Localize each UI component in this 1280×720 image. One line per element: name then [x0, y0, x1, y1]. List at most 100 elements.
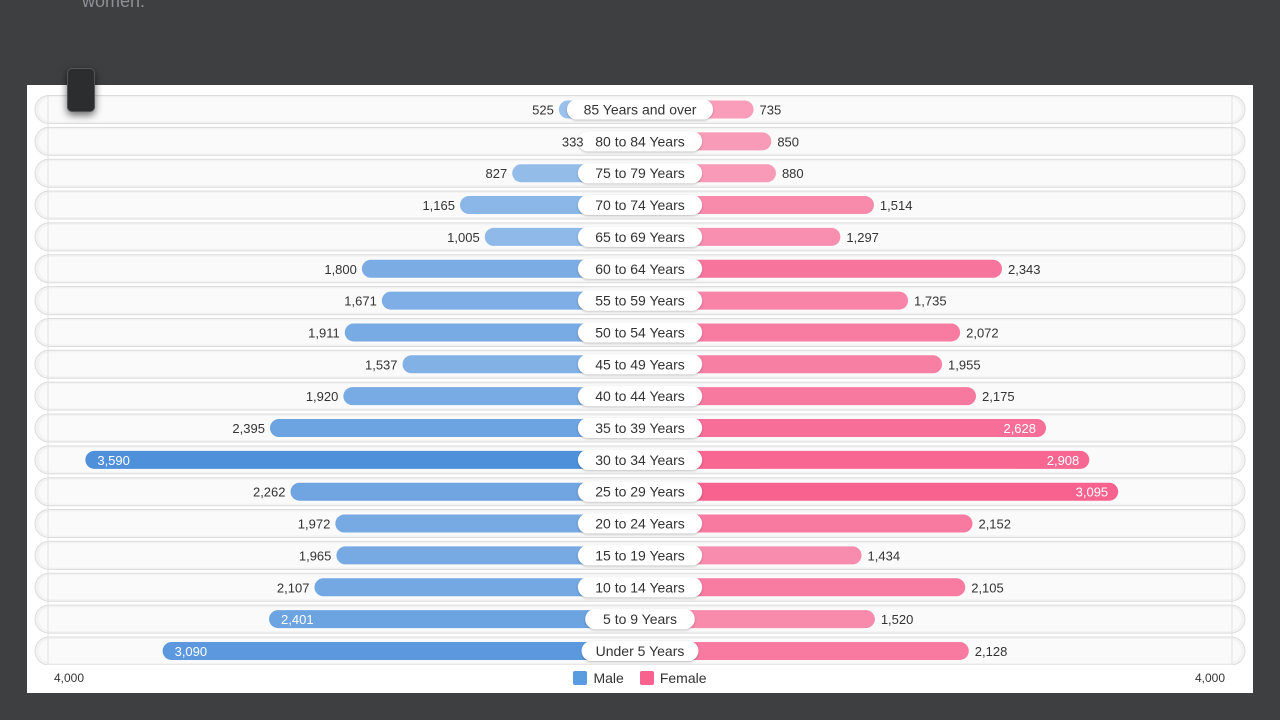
bar-male[interactable] [314, 578, 640, 597]
category-pill [577, 258, 703, 279]
category-pill [577, 131, 703, 152]
pyramid-row: 60 to 64 Years 1,800 2,343 [34, 254, 1246, 284]
category-label: 20 to 24 Years [595, 516, 685, 532]
value-label-male: 3,590 [97, 453, 130, 468]
caption-fragment: women. [82, 0, 146, 11]
value-label-male: 1,972 [298, 517, 331, 532]
category-label: 35 to 39 Years [595, 420, 685, 436]
pyramid-row: 45 to 49 Years 1,537 1,955 [34, 349, 1246, 379]
legend-item-female[interactable]: Female [639, 670, 707, 686]
legend-label-female: Female [659, 670, 707, 686]
category-pill [577, 449, 703, 470]
bar-male[interactable] [343, 387, 640, 406]
category-pill [577, 290, 703, 311]
value-label-female: 2,343 [1008, 262, 1041, 277]
pyramid-row: 85 Years and over 525 735 [34, 95, 1246, 124]
bar-male[interactable] [269, 610, 640, 629]
value-label-male: 525 [532, 103, 554, 118]
pyramid-row: 35 to 39 Years 2,395 2,628 [34, 413, 1246, 443]
drag-handle[interactable] [67, 68, 95, 112]
population-pyramid-card: 85 Years and over 525 735 80 to 84 Years 333… [27, 85, 1253, 693]
value-label-female: 2,152 [978, 517, 1011, 532]
category-pill [577, 513, 703, 534]
bar-female[interactable] [640, 482, 1119, 501]
value-label-male: 1,965 [299, 548, 332, 563]
bar-female[interactable] [640, 610, 875, 629]
value-label-female: 2,908 [1047, 453, 1080, 468]
bar-male[interactable] [162, 641, 640, 660]
category-pill [577, 577, 703, 598]
value-label-male: 827 [486, 166, 508, 181]
pyramid-row: 10 to 14 Years 2,107 2,105 [34, 572, 1246, 602]
category-pill [577, 418, 703, 438]
bar-male[interactable] [381, 291, 640, 310]
pyramid-row: 15 to 19 Years 1,965 1,434 [34, 540, 1246, 570]
bar-male[interactable] [361, 259, 640, 278]
value-label-female: 880 [782, 166, 804, 181]
bar-female[interactable] [640, 514, 973, 533]
bar-female[interactable] [640, 450, 1090, 469]
category-pill [577, 481, 703, 502]
bar-female[interactable] [640, 323, 961, 342]
pyramid-row: 65 to 69 Years 1,005 1,297 [34, 222, 1246, 252]
value-label-male: 3,090 [175, 644, 208, 659]
bar-female[interactable] [640, 355, 943, 374]
value-label-female: 1,735 [914, 294, 947, 309]
bar-female[interactable] [640, 419, 1047, 437]
value-label-male: 1,911 [308, 325, 340, 340]
pyramid-row: 40 to 44 Years 1,920 2,175 [34, 381, 1246, 411]
category-pill [577, 195, 703, 216]
bar-male[interactable] [344, 323, 640, 342]
pyramid-row: Under 5 Years 3,090 2,128 [34, 636, 1246, 665]
pyramid-row: 55 to 59 Years 1,671 1,735 [34, 286, 1246, 316]
value-label-female: 2,175 [982, 389, 1015, 404]
axis-left-label: 4,000 [54, 671, 85, 685]
bar-female[interactable] [640, 387, 977, 406]
value-label-male: 2,395 [232, 421, 265, 436]
category-label: 10 to 14 Years [595, 579, 685, 595]
value-label-female: 2,628 [1003, 421, 1036, 436]
bar-female[interactable] [640, 578, 966, 597]
legend-item-male[interactable]: Male [573, 670, 624, 686]
value-label-male: 1,165 [422, 198, 455, 213]
value-label-female: 2,105 [971, 580, 1004, 595]
value-label-female: 850 [777, 134, 799, 149]
pyramid-row: 25 to 29 Years 2,262 3,095 [34, 477, 1246, 507]
value-label-female: 1,955 [948, 357, 981, 372]
value-label-female: 2,072 [966, 325, 999, 340]
value-label-female: 1,297 [846, 230, 879, 245]
category-label: 30 to 34 Years [595, 452, 685, 468]
pyramid-row: 75 to 79 Years 827 880 [34, 158, 1246, 188]
value-label-female: 3,095 [1076, 485, 1109, 500]
category-pill [577, 226, 703, 247]
bar-female[interactable] [640, 259, 1002, 278]
bar-male[interactable] [335, 514, 640, 533]
category-pill [581, 640, 699, 661]
value-label-male: 1,537 [365, 357, 398, 372]
value-label-female: 2,128 [975, 644, 1008, 659]
bar-male[interactable] [290, 482, 640, 501]
category-label: 5 to 9 Years [603, 611, 677, 627]
pyramid-row: 20 to 24 Years 1,972 2,152 [34, 509, 1246, 539]
pyramid-row: 5 to 9 Years 2,401 1,520 [34, 604, 1246, 634]
bar-male[interactable] [336, 546, 640, 565]
legend-swatch-female [639, 671, 654, 685]
category-label: 70 to 74 Years [595, 197, 685, 213]
pyramid-row: 80 to 84 Years 333 850 [34, 126, 1246, 156]
value-label-male: 1,800 [324, 262, 357, 277]
category-pill [577, 354, 703, 375]
pyramid-row: 70 to 74 Years 1,165 1,514 [34, 190, 1246, 220]
bar-male[interactable] [85, 450, 641, 469]
legend: Male Female [27, 670, 1253, 686]
category-label: 40 to 44 Years [595, 388, 685, 404]
value-label-female: 1,520 [881, 612, 914, 627]
value-label-female: 1,434 [868, 548, 901, 563]
bar-female[interactable] [640, 291, 909, 310]
bar-female[interactable] [640, 641, 969, 660]
category-label: 60 to 64 Years [595, 261, 685, 277]
pyramid-row: 50 to 54 Years 1,911 2,072 [34, 317, 1246, 347]
bar-male[interactable] [269, 419, 640, 437]
value-label-male: 2,401 [281, 612, 314, 627]
value-label-male: 2,107 [277, 580, 310, 595]
category-label: 55 to 59 Years [595, 293, 685, 309]
